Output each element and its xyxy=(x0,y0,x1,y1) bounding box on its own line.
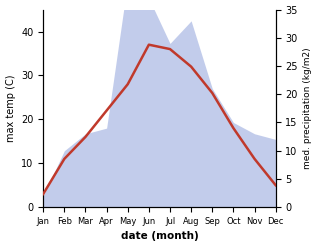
Y-axis label: med. precipitation (kg/m2): med. precipitation (kg/m2) xyxy=(303,48,313,169)
X-axis label: date (month): date (month) xyxy=(121,231,198,242)
Y-axis label: max temp (C): max temp (C) xyxy=(5,75,16,142)
